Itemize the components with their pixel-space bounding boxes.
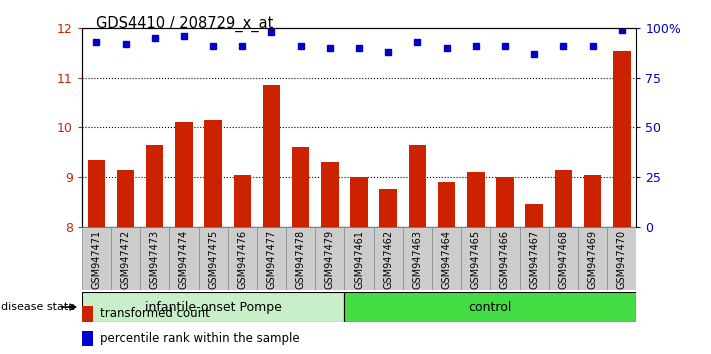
FancyBboxPatch shape <box>374 227 403 290</box>
Text: GSM947468: GSM947468 <box>558 230 568 289</box>
FancyBboxPatch shape <box>432 227 461 290</box>
FancyBboxPatch shape <box>403 227 432 290</box>
FancyBboxPatch shape <box>140 227 169 290</box>
Text: GSM947472: GSM947472 <box>121 230 131 289</box>
Text: GSM947464: GSM947464 <box>442 230 451 289</box>
Text: GSM947462: GSM947462 <box>383 230 393 289</box>
FancyBboxPatch shape <box>549 227 578 290</box>
Bar <box>233 175 251 227</box>
Text: GSM947470: GSM947470 <box>616 230 627 289</box>
FancyBboxPatch shape <box>169 227 198 290</box>
Text: GSM947473: GSM947473 <box>150 230 160 289</box>
FancyBboxPatch shape <box>344 227 374 290</box>
Text: GSM947477: GSM947477 <box>267 230 277 289</box>
Text: GSM947465: GSM947465 <box>471 230 481 289</box>
Bar <box>496 177 514 227</box>
Text: GSM947467: GSM947467 <box>529 230 539 289</box>
Bar <box>555 170 572 227</box>
Text: GSM947479: GSM947479 <box>325 230 335 289</box>
FancyBboxPatch shape <box>491 227 520 290</box>
FancyBboxPatch shape <box>461 227 491 290</box>
Text: GSM947466: GSM947466 <box>500 230 510 289</box>
Bar <box>82 331 93 347</box>
Bar <box>263 85 280 227</box>
Text: control: control <box>469 301 512 314</box>
FancyBboxPatch shape <box>228 227 257 290</box>
FancyBboxPatch shape <box>198 227 228 290</box>
Text: infantile-onset Pompe: infantile-onset Pompe <box>144 301 282 314</box>
Bar <box>87 160 105 227</box>
Bar <box>146 145 164 227</box>
Bar <box>204 120 222 227</box>
Text: GSM947461: GSM947461 <box>354 230 364 289</box>
FancyBboxPatch shape <box>257 227 286 290</box>
Text: GSM947463: GSM947463 <box>412 230 422 289</box>
FancyBboxPatch shape <box>82 292 344 322</box>
Bar <box>292 147 309 227</box>
Bar <box>584 175 602 227</box>
Bar <box>321 162 338 227</box>
FancyBboxPatch shape <box>520 227 549 290</box>
Bar <box>117 170 134 227</box>
Bar <box>438 182 455 227</box>
Bar <box>175 122 193 227</box>
FancyBboxPatch shape <box>111 227 140 290</box>
Text: GDS4410 / 208729_x_at: GDS4410 / 208729_x_at <box>96 16 273 32</box>
Bar <box>409 145 426 227</box>
Text: GSM947475: GSM947475 <box>208 230 218 289</box>
Text: GSM947469: GSM947469 <box>587 230 597 289</box>
FancyBboxPatch shape <box>315 227 344 290</box>
Text: GSM947478: GSM947478 <box>296 230 306 289</box>
Text: transformed count: transformed count <box>100 307 210 320</box>
Text: GSM947474: GSM947474 <box>179 230 189 289</box>
Text: GSM947471: GSM947471 <box>91 230 102 289</box>
Bar <box>613 51 631 227</box>
Bar <box>351 177 368 227</box>
FancyBboxPatch shape <box>344 292 636 322</box>
FancyBboxPatch shape <box>286 227 315 290</box>
Text: disease state: disease state <box>1 302 75 312</box>
Bar <box>525 204 543 227</box>
FancyBboxPatch shape <box>607 227 636 290</box>
Text: percentile rank within the sample: percentile rank within the sample <box>100 332 299 345</box>
FancyBboxPatch shape <box>578 227 607 290</box>
Bar <box>467 172 485 227</box>
Text: GSM947476: GSM947476 <box>237 230 247 289</box>
Bar <box>82 306 93 322</box>
FancyBboxPatch shape <box>82 227 111 290</box>
Bar <box>380 189 397 227</box>
